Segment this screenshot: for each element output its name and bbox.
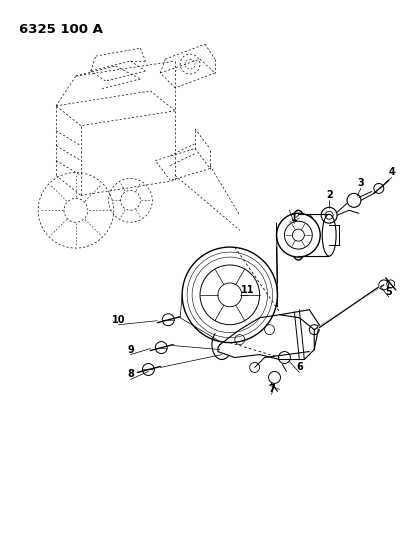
Text: 10: 10 bbox=[112, 314, 125, 325]
Text: 5: 5 bbox=[384, 287, 391, 297]
Text: 9: 9 bbox=[127, 344, 134, 354]
Text: 6325 100 A: 6325 100 A bbox=[19, 23, 103, 36]
Text: 2: 2 bbox=[325, 190, 332, 200]
Text: 7: 7 bbox=[267, 384, 274, 394]
Text: 6: 6 bbox=[295, 362, 302, 373]
Circle shape bbox=[276, 213, 319, 257]
Text: 11: 11 bbox=[240, 285, 254, 295]
Text: 4: 4 bbox=[387, 167, 394, 177]
Text: 8: 8 bbox=[127, 369, 134, 379]
Text: 3: 3 bbox=[357, 179, 364, 189]
Text: 1: 1 bbox=[290, 213, 297, 223]
